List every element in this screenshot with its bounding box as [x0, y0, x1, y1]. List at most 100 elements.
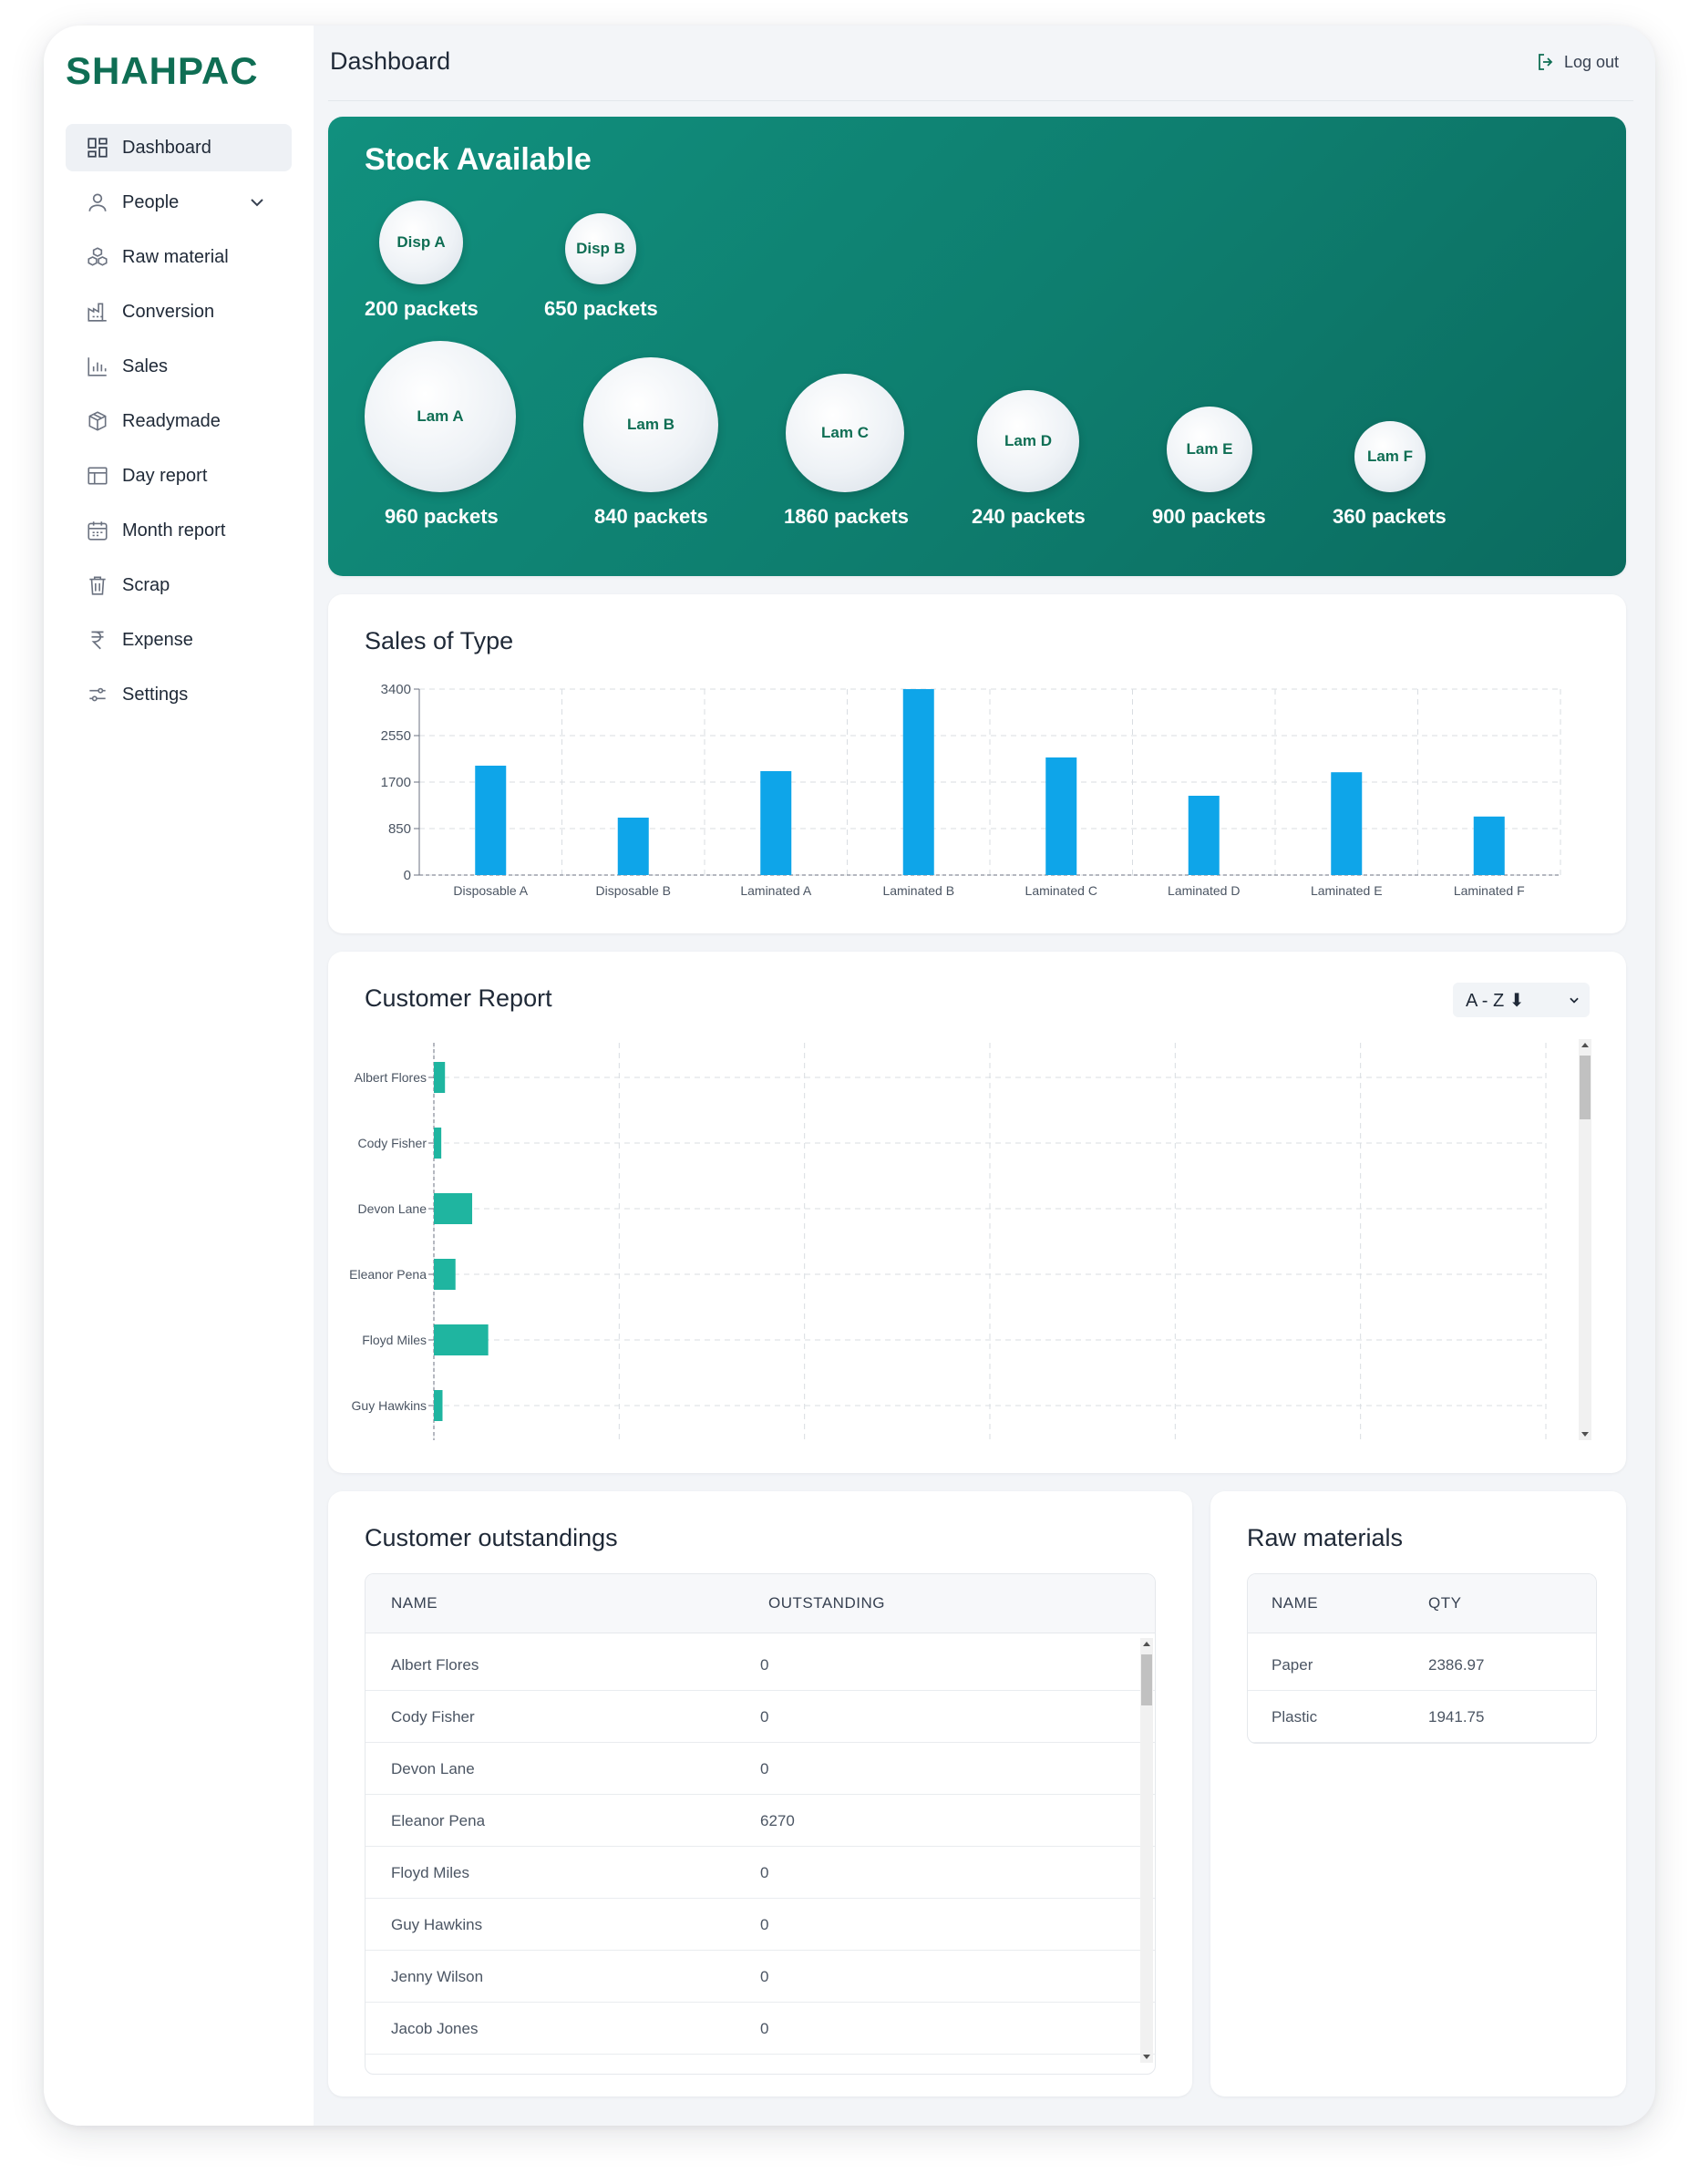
main-content: Dashboard Log out Stock Available Disp A…	[314, 26, 1655, 2126]
outstanding-name-cell: Eleanor Pena	[391, 1812, 486, 1829]
table-row[interactable]: Paper 2386.97	[1248, 1639, 1596, 1691]
chart-scrollbar[interactable]	[1579, 1039, 1591, 1440]
logout-button[interactable]: Log out	[1535, 51, 1619, 73]
trash-icon	[86, 573, 109, 597]
bar[interactable]	[617, 818, 649, 875]
sidebar-item-people[interactable]: People	[66, 179, 292, 226]
y-tick-label: 2550	[381, 728, 411, 744]
raw-materials-table: NAME QTY Paper 2386.97 Plastic 1941.75	[1247, 1573, 1597, 1744]
x-tick-label: Laminated E	[1311, 883, 1383, 898]
y-tick-label: 0	[404, 868, 411, 883]
sidebar-item-scrap[interactable]: Scrap	[66, 561, 292, 609]
sidebar-item-label: Settings	[122, 684, 189, 705]
stock-bubble-label: Lam F	[1366, 448, 1414, 465]
app-window: SHAHPAC Dashboard People Raw material Co…	[44, 26, 1655, 2126]
table-row[interactable]: Guy Hawkins 0	[366, 1899, 1155, 1951]
bar[interactable]	[1331, 772, 1363, 875]
outstanding-value-cell: 0	[760, 1864, 769, 1881]
sidebar-nav: Dashboard People Raw material Conversion…	[66, 124, 292, 726]
column-header-name: NAME	[1272, 1594, 1319, 1612]
sidebar-item-dashboard[interactable]: Dashboard	[66, 124, 292, 171]
table-icon	[86, 464, 109, 488]
scroll-thumb[interactable]	[1141, 1654, 1152, 1705]
x-tick-label: Laminated F	[1454, 883, 1525, 898]
bar-chart-icon	[86, 355, 109, 378]
column-header-outstanding: OUTSTANDING	[768, 1594, 885, 1612]
y-tick-label: Albert Flores	[355, 1070, 427, 1085]
stock-value-lam-f: 360 packets	[1333, 505, 1447, 528]
outstanding-name-cell: Cody Fisher	[391, 1708, 475, 1726]
scroll-thumb[interactable]	[1580, 1056, 1591, 1119]
stock-bubble-label: Lam D	[1004, 432, 1052, 449]
table-row[interactable]: Jenny Wilson 0	[366, 1951, 1155, 2003]
boxes-icon	[86, 245, 109, 269]
bar[interactable]	[434, 1062, 446, 1093]
sidebar-item-label: Sales	[122, 355, 169, 376]
stock-title: Stock Available	[365, 142, 592, 177]
chevron-down-icon[interactable]	[246, 191, 268, 213]
bar[interactable]	[434, 1324, 489, 1355]
bar[interactable]	[434, 1128, 442, 1159]
stock-bubble-lam-b[interactable]: Lam B	[583, 357, 718, 492]
table-row[interactable]: Devon Lane 0	[366, 1743, 1155, 1795]
bar[interactable]	[434, 1193, 473, 1224]
dashboard-icon	[86, 136, 109, 160]
table-row[interactable]: Albert Flores 0	[366, 1639, 1155, 1691]
stock-available-card: Stock Available Disp A 200 packets Disp …	[328, 117, 1626, 576]
column-header-qty: QTY	[1428, 1594, 1462, 1612]
stock-value-lam-c: 1860 packets	[784, 505, 909, 528]
table-row[interactable]: Jacob Jones 0	[366, 2003, 1155, 2055]
stock-bubble-disp-b[interactable]: Disp B	[565, 213, 636, 284]
sidebar-item-readymade[interactable]: Readymade	[66, 397, 292, 445]
table-row[interactable]: Eleanor Pena 6270	[366, 1795, 1155, 1847]
stock-bubble-lam-d[interactable]: Lam D	[977, 390, 1079, 492]
stock-bubble-lam-a[interactable]: Lam A	[365, 341, 516, 492]
bar[interactable]	[1045, 757, 1077, 875]
table-row[interactable]: Cody Fisher 0	[366, 1691, 1155, 1743]
stock-value-lam-d: 240 packets	[972, 505, 1086, 528]
scroll-down-arrow[interactable]	[1143, 2055, 1150, 2059]
bar[interactable]	[475, 766, 507, 875]
outstanding-name-cell: Devon Lane	[391, 1760, 475, 1777]
bar[interactable]	[1473, 816, 1505, 875]
bar[interactable]	[434, 1390, 443, 1421]
sidebar-item-raw-material[interactable]: Raw material	[66, 233, 292, 281]
stock-bubble-lam-e[interactable]: Lam E	[1167, 407, 1252, 492]
outstanding-value-cell: 0	[760, 2020, 769, 2037]
table-row[interactable]: Floyd Miles 0	[366, 1847, 1155, 1899]
sidebar-item-day-report[interactable]: Day report	[66, 452, 292, 500]
outstanding-value-cell: 0	[760, 1760, 769, 1777]
bar[interactable]	[1188, 796, 1220, 875]
stock-value-disp-a: 200 packets	[365, 297, 479, 320]
scroll-down-arrow[interactable]	[1581, 1432, 1589, 1437]
package-icon	[86, 409, 109, 433]
scroll-up-arrow[interactable]	[1143, 1642, 1150, 1646]
stock-bubble-disp-a[interactable]: Disp A	[379, 201, 463, 284]
sidebar-item-sales[interactable]: Sales	[66, 343, 292, 390]
outstanding-value-cell: 0	[760, 1968, 769, 1985]
scroll-up-arrow[interactable]	[1581, 1043, 1589, 1047]
sidebar-item-label: Month report	[122, 520, 226, 541]
stock-bubble-lam-c[interactable]: Lam C	[786, 374, 904, 492]
sidebar-item-settings[interactable]: Settings	[66, 671, 292, 718]
bar[interactable]	[434, 1259, 456, 1290]
stock-value-lam-b: 840 packets	[594, 505, 708, 528]
sidebar-item-conversion[interactable]: Conversion	[66, 288, 292, 335]
table-scrollbar[interactable]	[1140, 1638, 1153, 2063]
y-tick-label: 850	[388, 821, 411, 837]
stock-bubble-lam-f[interactable]: Lam F	[1354, 421, 1426, 492]
customer-outstandings-card: Customer outstandings NAME OUTSTANDING A…	[328, 1491, 1192, 2096]
bar[interactable]	[902, 689, 934, 875]
sidebar-item-label: Expense	[122, 629, 193, 650]
table-header: NAME QTY	[1248, 1574, 1596, 1633]
brand-logo[interactable]: SHAHPAC	[66, 49, 259, 92]
table-body: Albert Flores 0 Cody Fisher 0 Devon Lane 0 Ele…	[366, 1633, 1155, 2055]
y-tick-label: Eleanor Pena	[349, 1267, 427, 1282]
sort-select-value: A - Z ⬇	[1466, 990, 1525, 1011]
sidebar-item-expense[interactable]: Expense	[66, 616, 292, 664]
bar[interactable]	[760, 771, 792, 875]
sort-select[interactable]: A - Z ⬇	[1453, 983, 1590, 1017]
sales-of-type-card: Sales of Type 0 850 1700 2550 3400 Disposable…	[328, 594, 1626, 933]
sidebar-item-month-report[interactable]: Month report	[66, 507, 292, 554]
table-row[interactable]: Plastic 1941.75	[1248, 1691, 1596, 1743]
